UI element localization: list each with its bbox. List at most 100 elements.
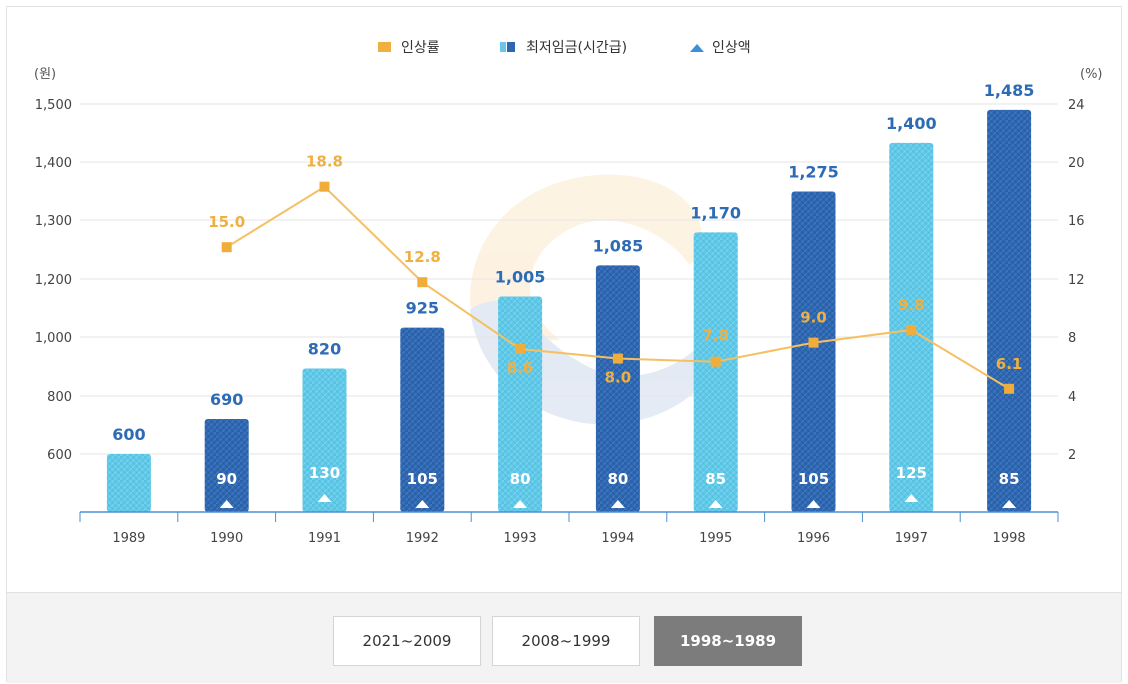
- rate-label-1998: 6.1: [996, 355, 1023, 373]
- increase-label-1991: 130: [309, 464, 340, 482]
- y-left-tick-label: 1,500: [35, 98, 72, 113]
- data-labels: 600 690 820 925 1,005 1,085 1,170 1,275 1,400 1,4…: [112, 81, 1034, 508]
- rate-point-1990[interactable]: [221, 242, 232, 253]
- x-tick-label: 1995: [699, 531, 732, 546]
- rate-label-1994: 8.0: [605, 369, 632, 387]
- x-tick-label: 1990: [210, 531, 243, 546]
- x-tick-label: 1998: [993, 531, 1026, 546]
- rate-point-1991[interactable]: [319, 181, 330, 192]
- x-tick-label: 1994: [601, 531, 634, 546]
- wage-label-1991: 820: [308, 339, 341, 358]
- rate-label-1997: 9.8: [898, 296, 925, 314]
- wage-label-1998: 1,485: [984, 81, 1035, 100]
- y-left-unit: (원): [34, 67, 56, 82]
- legend-label-wage: 최저임금(시간급): [526, 40, 627, 56]
- y-right-tick-label: 24: [1068, 98, 1085, 113]
- increase-label-1992: 105: [407, 470, 438, 488]
- rate-label-1992: 12.8: [404, 248, 441, 266]
- legend-label-increase: 인상액: [712, 40, 751, 56]
- rate-point-1997[interactable]: [906, 324, 917, 335]
- rate-label-1990: 15.0: [208, 213, 245, 231]
- increase-marker-icon: [317, 494, 332, 502]
- increase-label-1997: 125: [896, 464, 927, 482]
- x-tick-label: 1989: [112, 531, 145, 546]
- legend-swatch-increase-icon: [690, 44, 704, 52]
- increase-label-1993: 80: [510, 470, 531, 488]
- wage-bar-1991[interactable]: [302, 368, 347, 512]
- legend-swatch-wage-light: [500, 42, 506, 52]
- increase-label-1995: 85: [705, 470, 726, 488]
- increase-marker-icon: [904, 494, 919, 502]
- x-tick-label: 1993: [504, 531, 537, 546]
- wage-label-1993: 1,005: [495, 268, 546, 287]
- x-tick-label: 1991: [308, 531, 341, 546]
- increase-marker-icon: [219, 500, 234, 508]
- wage-bar-1989[interactable]: [106, 454, 151, 512]
- wage-label-1995: 1,170: [690, 203, 741, 222]
- increase-label-1996: 105: [798, 470, 829, 488]
- y-right-tick-label: 20: [1068, 156, 1085, 171]
- range-button-1998-1989[interactable]: 1998~1989: [654, 616, 802, 666]
- wage-label-1989: 600: [112, 425, 145, 444]
- wage-bar-1990[interactable]: [204, 419, 249, 512]
- rate-label-1991: 18.8: [306, 153, 343, 171]
- wage-label-1994: 1,085: [593, 236, 644, 255]
- y-right-tick-label: 16: [1068, 214, 1085, 229]
- rate-point-1998[interactable]: [1004, 383, 1015, 394]
- y-left-ticks: 1,500 1,400 1,300 1,200 1,000 800 600: [35, 98, 72, 463]
- rate-label-1995: 7.8: [702, 327, 729, 345]
- range-button-2008-1999[interactable]: 2008~1999: [492, 616, 640, 666]
- y-left-tick-label: 800: [47, 390, 72, 405]
- legend-swatch-rate: [378, 42, 391, 52]
- chart-area: 인상률 최저임금(시간급) 인상액 (원) (%) 1,500 1,400 1,30…: [34, 40, 1103, 546]
- x-tick-label: 1992: [406, 531, 439, 546]
- wage-bar-1998[interactable]: [987, 109, 1032, 512]
- increase-label-1990: 90: [216, 470, 237, 488]
- increase-marker-icon: [610, 500, 625, 508]
- increase-marker-icon: [1002, 500, 1017, 508]
- y-left-tick-label: 1,300: [35, 214, 72, 229]
- legend: 인상률 최저임금(시간급) 인상액: [378, 40, 751, 56]
- y-left-tick-label: 1,400: [35, 156, 72, 171]
- y-left-tick-label: 1,200: [35, 273, 72, 288]
- legend-label-rate: 인상률: [401, 40, 440, 56]
- wage-label-1992: 925: [406, 299, 439, 318]
- minimum-wage-chart: 인상률 최저임금(시간급) 인상액 (원) (%) 1,500 1,400 1,30…: [34, 40, 1103, 546]
- rate-point-1992[interactable]: [417, 277, 428, 288]
- increase-label-1998: 85: [999, 470, 1020, 488]
- range-selector: 2021~2009 2008~1999 1998~1989: [7, 592, 1121, 683]
- rate-point-1994[interactable]: [612, 353, 623, 364]
- increase-marker-icon: [415, 500, 430, 508]
- increase-marker-icon: [513, 500, 528, 508]
- y-right-tick-label: 2: [1068, 448, 1076, 463]
- rate-point-1993[interactable]: [515, 344, 526, 354]
- y-left-tick-label: 1,000: [35, 331, 72, 346]
- y-right-tick-label: 4: [1068, 390, 1076, 405]
- wage-bar-1992[interactable]: [400, 327, 445, 512]
- wage-label-1996: 1,275: [788, 163, 839, 182]
- rate-point-1995[interactable]: [710, 356, 721, 367]
- y-left-tick-label: 600: [47, 448, 72, 463]
- wage-label-1997: 1,400: [886, 114, 937, 133]
- rate-point-1996[interactable]: [808, 337, 819, 348]
- y-right-tick-label: 8: [1068, 331, 1076, 346]
- x-tick-label: 1997: [895, 531, 928, 546]
- rate-label-1993: 8.6: [507, 359, 534, 377]
- increase-marker-icon: [708, 500, 723, 508]
- rate-label-1996: 9.0: [800, 309, 827, 327]
- wage-bar-1995[interactable]: [693, 232, 738, 513]
- wage-bar-1996[interactable]: [791, 191, 836, 513]
- range-button-2021-2009[interactable]: 2021~2009: [333, 616, 481, 666]
- y-right-tick-label: 12: [1068, 273, 1085, 288]
- increase-label-1994: 80: [607, 470, 628, 488]
- y-right-ticks: 24 20 16 12 8 4 2: [1068, 98, 1085, 463]
- wage-bar-1994[interactable]: [595, 265, 640, 512]
- wage-label-1990: 690: [210, 390, 243, 409]
- x-tick-label: 1996: [797, 531, 830, 546]
- legend-swatch-wage-dark: [507, 42, 515, 52]
- bars: [106, 109, 1032, 513]
- x-axis: 1989 1990 1991 1992 1993 1994 1995 1996 1997 1998: [79, 511, 1059, 546]
- rate-line: [221, 181, 1015, 394]
- y-right-unit: (%): [1080, 67, 1103, 82]
- increase-marker-icon: [806, 500, 821, 508]
